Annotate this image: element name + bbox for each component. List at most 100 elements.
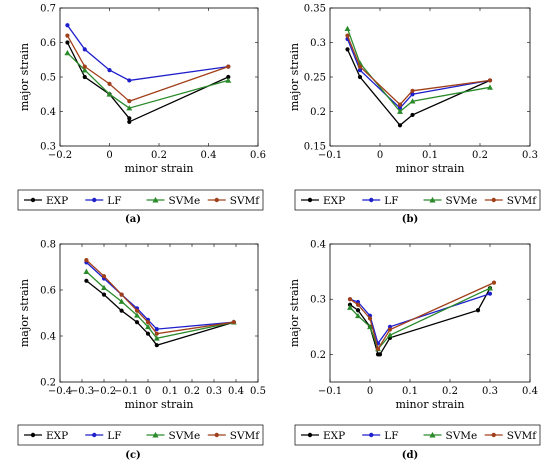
series-svmf [345, 33, 493, 107]
y-axis-label: major strain [18, 43, 31, 111]
legend-label: EXP [46, 430, 68, 442]
series-line [66, 35, 229, 102]
x-tick-label: −0.1 [318, 150, 342, 161]
series-line [85, 261, 234, 330]
x-tick-label: 0.2 [151, 150, 167, 161]
x-tick-label: −0.3 [70, 386, 94, 397]
data-point [345, 33, 350, 38]
x-tick-label: 0.5 [250, 386, 266, 397]
legend-marker [92, 432, 97, 438]
y-tick-label: 0.8 [40, 240, 56, 251]
data-point [154, 327, 159, 332]
x-tick-label: 0.2 [442, 386, 458, 397]
series-exp [65, 40, 231, 124]
data-point [347, 304, 353, 310]
x-tick-label: 0.3 [206, 386, 222, 397]
data-point [101, 284, 107, 291]
x-tick-label: 0 [367, 386, 373, 397]
data-point [64, 49, 71, 56]
legend-label: LF [384, 195, 398, 207]
series-svmf [84, 258, 236, 336]
data-point [101, 292, 107, 297]
series-svmf [65, 33, 231, 104]
y-tick-label: 0.25 [304, 73, 326, 84]
legend-label: EXP [323, 430, 345, 442]
legend-marker [369, 197, 374, 203]
data-point [145, 320, 151, 325]
x-tick-label: 0.1 [402, 386, 418, 397]
data-point [397, 105, 403, 111]
legend-marker [92, 197, 97, 203]
legend-label: SVMf [507, 430, 538, 442]
x-tick-label: 0 [377, 150, 383, 161]
data-point [65, 23, 70, 28]
data-point [231, 320, 236, 325]
data-point [154, 331, 159, 336]
y-tick-label: 0.6 [40, 286, 56, 297]
series-svme [64, 49, 232, 111]
y-tick-label: 0.4 [40, 107, 56, 118]
data-point [84, 258, 89, 263]
data-point [127, 116, 132, 121]
data-point [119, 308, 124, 313]
x-tick-label: 0.1 [422, 150, 438, 161]
data-point [118, 298, 125, 304]
legend-marker [429, 431, 436, 438]
x-tick-label: 0.4 [522, 386, 538, 397]
x-tick-label: 0.3 [522, 150, 538, 161]
data-point [81, 67, 88, 73]
data-point [153, 335, 160, 341]
series-line [346, 28, 491, 113]
legend-label: SVMe [446, 195, 478, 207]
series-line [66, 42, 229, 123]
panel-a: −0.2 0 0.2 0.4 0.6 0.3 0.4 0.5 0.6 0.7 minor strai… [17, 4, 266, 225]
legend-label: EXP [46, 195, 68, 207]
y-tick-label: 0.3 [310, 295, 326, 306]
x-tick-label: 0 [106, 150, 112, 161]
legend-marker [369, 432, 374, 438]
data-point [409, 98, 416, 104]
series-line [349, 287, 491, 351]
legend: EXP LF SVMe SVMf [17, 424, 264, 446]
data-point [84, 278, 89, 283]
data-point [127, 99, 132, 104]
data-point [154, 343, 159, 348]
legend-marker [152, 196, 159, 203]
plot-frame [59, 243, 259, 383]
data-point [410, 88, 415, 93]
data-point [126, 105, 133, 111]
data-point [397, 108, 403, 114]
y-tick-label: 0.4 [310, 240, 326, 251]
panel-caption: (a) [125, 214, 141, 225]
data-point [65, 40, 70, 45]
data-point [134, 308, 140, 313]
data-point [487, 285, 493, 291]
data-point [145, 331, 151, 336]
data-point [410, 112, 415, 118]
data-point [83, 268, 90, 274]
legend-label: SVMe [446, 430, 478, 442]
panel-d: −0.1 0 0.1 0.2 0.3 0.4 0.2 0.3 0.4 minor strain ma… [288, 240, 541, 461]
data-point [344, 25, 351, 32]
series-line [66, 24, 229, 82]
legend-label: SVMf [230, 195, 261, 207]
x-tick-label: 0.2 [472, 150, 488, 161]
panel-caption: (b) [402, 214, 418, 225]
data-point [410, 92, 415, 97]
y-tick-label: 0.5 [40, 73, 56, 84]
series-lf [84, 260, 236, 332]
x-axis-label: minor strain [396, 162, 465, 175]
y-axis-label: major strain [288, 43, 301, 111]
data-point [106, 91, 113, 97]
data-point [355, 312, 361, 319]
legend-marker [491, 197, 496, 203]
legend-marker [429, 196, 436, 203]
x-axis-label: minor strain [125, 398, 194, 411]
x-tick-label: 0.1 [162, 386, 178, 397]
legend-label: SVMe [169, 195, 201, 207]
x-tick-label: −0.2 [92, 386, 116, 397]
legend-marker [214, 432, 219, 438]
y-axis-label: major strain [18, 279, 31, 347]
y-tick-label: 0.6 [40, 38, 56, 49]
legend-marker [307, 432, 313, 438]
